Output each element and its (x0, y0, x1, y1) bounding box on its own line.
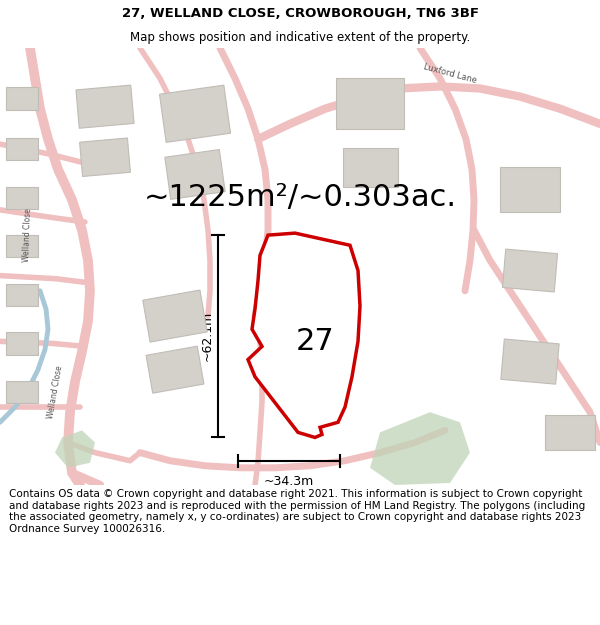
Bar (160, 85, 230, 142)
Text: Welland Close: Welland Close (22, 208, 32, 262)
Bar (6, 138, 38, 160)
Bar (6, 235, 38, 258)
Polygon shape (370, 412, 470, 485)
Bar (343, 148, 398, 187)
Text: ~34.3m: ~34.3m (264, 475, 314, 488)
Polygon shape (248, 233, 360, 438)
Bar (80, 138, 130, 176)
Bar (143, 290, 207, 342)
Text: Map shows position and indicative extent of the property.: Map shows position and indicative extent… (130, 31, 470, 44)
Text: 27, WELLAND CLOSE, CROWBOROUGH, TN6 3BF: 27, WELLAND CLOSE, CROWBOROUGH, TN6 3BF (121, 7, 479, 20)
Bar (281, 386, 309, 408)
Bar (502, 249, 557, 292)
Bar (6, 187, 38, 209)
Polygon shape (55, 431, 95, 468)
Bar (6, 332, 38, 354)
Bar (501, 339, 559, 384)
Bar (76, 85, 134, 128)
Text: ~62.1m: ~62.1m (201, 311, 214, 361)
Bar (6, 88, 38, 110)
Text: 27: 27 (296, 327, 334, 356)
Text: ~1225m²/~0.303ac.: ~1225m²/~0.303ac. (143, 183, 457, 213)
Bar (336, 78, 404, 129)
Bar (165, 149, 225, 199)
Text: Contains OS data © Crown copyright and database right 2021. This information is : Contains OS data © Crown copyright and d… (9, 489, 585, 534)
Bar (271, 341, 309, 372)
Text: Welland Close: Welland Close (46, 364, 64, 419)
Bar (545, 415, 595, 450)
Bar (500, 168, 560, 212)
Bar (146, 346, 204, 393)
Bar (6, 381, 38, 403)
Bar (6, 284, 38, 306)
Text: Luxford Lane: Luxford Lane (422, 62, 478, 85)
